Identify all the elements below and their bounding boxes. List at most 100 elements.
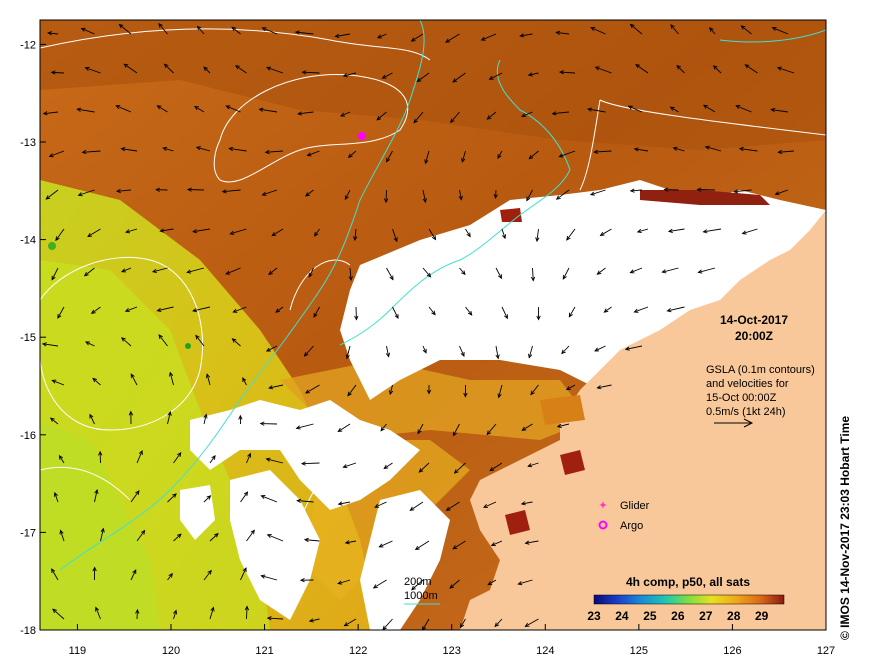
velocity-arrow xyxy=(195,146,211,152)
velocity-arrow xyxy=(741,228,758,235)
velocity-arrow xyxy=(314,228,320,237)
x-tick-label: 121 xyxy=(255,645,273,657)
velocity-arrow xyxy=(268,267,278,276)
velocity-arrow xyxy=(501,228,507,240)
velocity-arrow xyxy=(486,423,497,436)
velocity-arrow xyxy=(229,228,247,235)
velocity-arrow xyxy=(115,105,132,113)
velocity-arrow xyxy=(203,569,212,581)
velocity-arrow xyxy=(156,105,168,113)
velocity-arrow xyxy=(304,384,320,394)
velocity-arrow xyxy=(380,423,387,432)
velocity-arrow xyxy=(672,146,685,152)
velocity-arrow xyxy=(203,413,208,425)
velocity-arrow xyxy=(497,150,503,160)
velocity-arrow xyxy=(704,145,722,152)
velocity-arrow xyxy=(426,384,432,395)
velocity-arrow xyxy=(424,150,430,165)
velocity-arrow xyxy=(55,228,65,242)
velocity-arrow xyxy=(192,228,211,234)
velocity-arrow xyxy=(480,33,497,41)
velocity-arrow xyxy=(192,306,211,313)
velocity-arrow xyxy=(740,25,752,35)
colorbar-tick-label: 28 xyxy=(727,609,741,623)
velocity-arrow xyxy=(266,66,284,74)
velocity-arrow xyxy=(156,306,174,313)
velocity-arrow xyxy=(159,228,174,233)
cloud-mask xyxy=(180,485,215,540)
svg-text:1000m: 1000m xyxy=(404,590,438,602)
velocity-arrow xyxy=(303,345,314,357)
velocity-arrow xyxy=(428,228,437,241)
velocity-arrow xyxy=(58,454,65,464)
velocity-arrow xyxy=(260,574,278,581)
velocity-arrow xyxy=(559,70,576,75)
gsla-note: GSLA (0.1m contours) and velocities for … xyxy=(706,364,815,428)
velocity-arrow xyxy=(118,23,132,35)
velocity-arrow xyxy=(777,149,795,155)
velocity-arrow xyxy=(205,373,211,386)
y-tick-label: -12 xyxy=(20,39,36,51)
velocity-arrow xyxy=(383,189,389,204)
velocity-arrow xyxy=(776,66,795,74)
svg-text:0.5m/s (1kt 24h): 0.5m/s (1kt 24h) xyxy=(706,406,785,418)
platform-legend: ✦ Glider Argo xyxy=(598,500,649,532)
velocity-arrow xyxy=(244,605,250,620)
x-tick-label: 127 xyxy=(817,645,835,657)
velocity-arrow xyxy=(489,462,503,472)
velocity-arrow xyxy=(589,189,606,196)
velocity-arrow xyxy=(744,64,758,74)
velocity-arrow xyxy=(265,457,284,464)
velocity-arrow xyxy=(162,146,174,152)
velocity-arrow xyxy=(342,72,357,78)
velocity-arrow xyxy=(342,462,357,469)
sst-field xyxy=(40,20,826,630)
velocity-arrow xyxy=(497,384,503,399)
svg-text:GSLA (0.1m contours): GSLA (0.1m contours) xyxy=(706,364,815,376)
colorbar-tick-label: 29 xyxy=(755,609,769,623)
velocity-arrow xyxy=(337,579,351,585)
velocity-arrow xyxy=(561,345,570,355)
velocity-arrow xyxy=(209,606,215,620)
velocity-arrow xyxy=(461,150,466,163)
velocity-arrow xyxy=(41,342,59,347)
velocity-arrow xyxy=(259,421,278,426)
velocity-arrow xyxy=(194,105,205,113)
velocity-arrow xyxy=(524,618,539,627)
velocity-arrow xyxy=(376,33,387,39)
velocity-arrow xyxy=(246,452,252,464)
velocity-arrow xyxy=(381,72,393,79)
velocity-arrow xyxy=(670,24,679,35)
gsla-contours xyxy=(40,28,826,521)
velocity-arrow xyxy=(51,267,59,281)
velocity-arrow xyxy=(445,33,460,43)
velocity-arrow xyxy=(392,228,398,243)
velocity-arrow xyxy=(463,384,468,398)
velocity-arrow xyxy=(385,345,391,358)
scale-arrow xyxy=(714,418,754,428)
velocity-arrow xyxy=(186,267,205,274)
velocity-arrow xyxy=(340,111,351,117)
velocity-arrow xyxy=(303,537,320,543)
y-tick-label: -13 xyxy=(20,137,36,149)
velocity-arrow xyxy=(343,618,357,627)
y-tick-label: -15 xyxy=(20,332,36,344)
velocity-arrow xyxy=(92,377,101,386)
velocity-arrow xyxy=(383,462,393,470)
velocity-arrow xyxy=(345,345,351,360)
velocity-arrow xyxy=(450,111,460,124)
velocity-arrow xyxy=(167,410,172,425)
velocity-arrow xyxy=(347,384,357,397)
velocity-arrow xyxy=(453,462,466,474)
velocity-arrow xyxy=(413,111,424,124)
map-time: 20:00Z xyxy=(735,329,773,343)
velocity-arrow xyxy=(486,111,497,120)
velocity-arrow xyxy=(240,491,249,503)
velocity-arrow xyxy=(51,379,65,386)
velocity-arrow xyxy=(348,267,353,282)
velocity-arrow xyxy=(94,488,99,503)
velocity-arrow xyxy=(676,64,685,74)
velocity-arrow xyxy=(275,306,284,313)
velocity-arrow xyxy=(264,149,284,155)
velocity-arrow xyxy=(354,306,359,321)
